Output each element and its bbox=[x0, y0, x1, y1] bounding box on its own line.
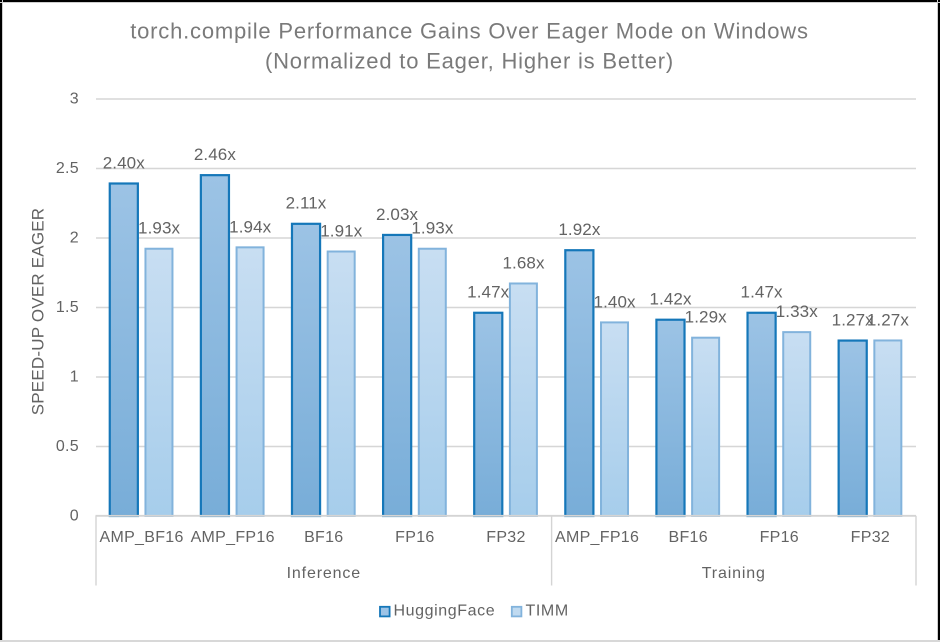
svg-text:AMP_FP16: AMP_FP16 bbox=[555, 529, 639, 546]
svg-text:3: 3 bbox=[70, 90, 79, 107]
svg-text:0: 0 bbox=[70, 507, 79, 524]
svg-text:1: 1 bbox=[70, 368, 79, 385]
svg-text:1.93x: 1.93x bbox=[411, 219, 453, 238]
svg-text:AMP_BF16: AMP_BF16 bbox=[99, 529, 183, 546]
svg-text:2.5: 2.5 bbox=[56, 160, 79, 177]
svg-text:1.5: 1.5 bbox=[56, 299, 79, 316]
svg-text:Training: Training bbox=[702, 565, 766, 582]
svg-text:1.27x: 1.27x bbox=[867, 311, 909, 330]
svg-text:1.40x: 1.40x bbox=[594, 292, 636, 311]
svg-text:TIMM: TIMM bbox=[526, 603, 569, 620]
svg-text:(Normalized to Eager, Higher i: (Normalized to Eager, Higher is Better) bbox=[265, 49, 674, 74]
svg-text:1.29x: 1.29x bbox=[685, 308, 727, 327]
svg-text:FP16: FP16 bbox=[395, 529, 434, 546]
svg-text:1.91x: 1.91x bbox=[320, 222, 362, 241]
svg-text:1.93x: 1.93x bbox=[138, 219, 180, 238]
svg-text:HuggingFace: HuggingFace bbox=[394, 603, 496, 620]
svg-text:0.5: 0.5 bbox=[56, 438, 79, 455]
svg-text:1.47x: 1.47x bbox=[741, 283, 783, 302]
svg-text:2.46x: 2.46x bbox=[194, 145, 236, 164]
svg-text:BF16: BF16 bbox=[668, 529, 707, 546]
svg-text:AMP_FP16: AMP_FP16 bbox=[191, 529, 275, 546]
svg-text:1.47x: 1.47x bbox=[467, 283, 509, 302]
svg-text:1.68x: 1.68x bbox=[502, 254, 544, 273]
svg-text:BF16: BF16 bbox=[304, 529, 343, 546]
svg-text:1.27x: 1.27x bbox=[832, 311, 874, 330]
svg-text:torch.compile Performance Gain: torch.compile Performance Gains Over Eag… bbox=[130, 19, 809, 44]
svg-text:1.42x: 1.42x bbox=[649, 290, 691, 309]
svg-text:SPEED-UP OVER EAGER: SPEED-UP OVER EAGER bbox=[29, 208, 48, 416]
svg-text:2.11x: 2.11x bbox=[286, 194, 327, 213]
svg-text:FP16: FP16 bbox=[760, 529, 799, 546]
svg-text:FP32: FP32 bbox=[851, 529, 890, 546]
svg-text:1.94x: 1.94x bbox=[229, 217, 271, 236]
svg-text:2.03x: 2.03x bbox=[376, 205, 418, 224]
svg-text:Inference: Inference bbox=[287, 565, 361, 582]
svg-text:1.33x: 1.33x bbox=[776, 302, 818, 321]
svg-text:2.40x: 2.40x bbox=[103, 153, 145, 172]
svg-text:1.92x: 1.92x bbox=[558, 220, 600, 239]
svg-text:FP32: FP32 bbox=[486, 529, 525, 546]
svg-text:2: 2 bbox=[70, 229, 79, 246]
